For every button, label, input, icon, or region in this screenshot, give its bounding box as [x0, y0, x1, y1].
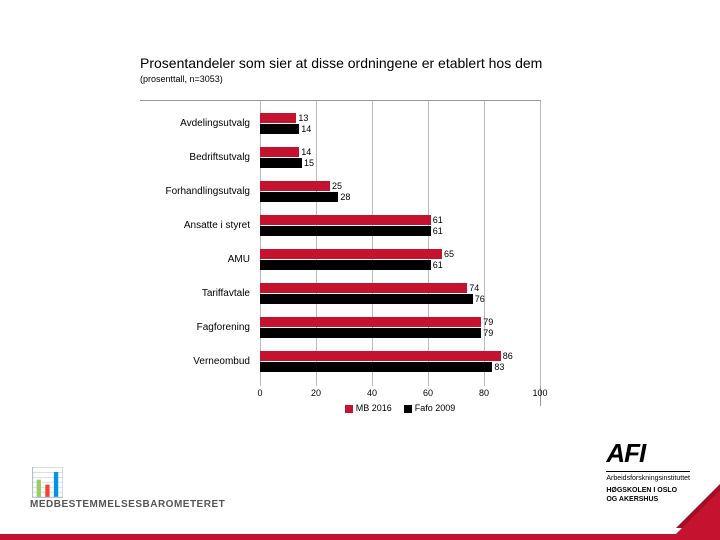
category-row: Tariffavtale7476 [140, 277, 260, 311]
legend-item: MB 2016 [345, 403, 392, 413]
legend-item: Fafo 2009 [404, 403, 456, 413]
bar-value: 61 [433, 226, 443, 236]
bar [260, 328, 481, 338]
x-axis: 020406080100 [260, 388, 540, 402]
bar-value: 28 [340, 192, 350, 202]
legend-swatch [404, 405, 412, 413]
logo-left: 📊 MEDBESTEMMELSESBAROMETERET [30, 466, 200, 510]
category-label: Forhandlingsutvalg [130, 186, 250, 197]
bar [260, 351, 501, 361]
category-label: Tariffavtale [130, 288, 250, 299]
x-tick: 0 [245, 388, 275, 398]
bar [260, 215, 431, 225]
legend-swatch [345, 405, 353, 413]
legend-label: Fafo 2009 [415, 403, 456, 413]
category-row: Ansatte i styret6161 [140, 209, 260, 243]
corner-accent [676, 490, 720, 534]
bar [260, 226, 431, 236]
gridline [372, 101, 373, 386]
x-tick: 100 [525, 388, 555, 398]
category-row: Verneombud8683 [140, 345, 260, 379]
bar-value: 14 [301, 147, 311, 157]
gridline [260, 101, 261, 386]
chart-subtitle: (prosenttall, n=3053) [140, 74, 223, 84]
x-tick: 40 [357, 388, 387, 398]
category-row: Avdelingsutvalg1314 [140, 107, 260, 141]
bar [260, 113, 296, 123]
category-row: Bedriftsutvalg1415 [140, 141, 260, 175]
bar [260, 147, 299, 157]
x-tick: 20 [301, 388, 331, 398]
bar [260, 294, 473, 304]
gridline [316, 101, 317, 386]
gauge-icon: 📊 [30, 467, 62, 498]
logo-left-text: MEDBESTEMMELSESBAROMETERET [30, 499, 200, 510]
bar-value: 83 [494, 362, 504, 372]
legend-label: MB 2016 [356, 403, 392, 413]
category-label: Bedriftsutvalg [130, 152, 250, 163]
category-row: AMU6561 [140, 243, 260, 277]
bar-value: 65 [444, 249, 454, 259]
category-label: Verneombud [130, 356, 250, 367]
bar-value: 79 [483, 328, 493, 338]
afi-mark: AFI [606, 438, 690, 469]
x-tick: 80 [469, 388, 499, 398]
bar-value: 15 [304, 158, 314, 168]
category-row: Fagforening7979 [140, 311, 260, 345]
bar [260, 158, 302, 168]
x-tick: 60 [413, 388, 443, 398]
gridline [428, 101, 429, 386]
category-label: Avdelingsutvalg [130, 118, 250, 129]
footer-stripe [0, 534, 720, 540]
bar-value: 74 [469, 283, 479, 293]
plot-area [260, 101, 540, 386]
bar [260, 249, 442, 259]
bar [260, 124, 299, 134]
bar-value: 79 [483, 317, 493, 327]
bar-value: 61 [433, 215, 443, 225]
bar [260, 181, 330, 191]
bar [260, 260, 431, 270]
bar-value: 13 [298, 113, 308, 123]
gridline [540, 101, 541, 386]
gridline [484, 101, 485, 386]
bar-value: 86 [503, 351, 513, 361]
category-row: Forhandlingsutvalg2528 [140, 175, 260, 209]
chart-area: Avdelingsutvalg1314Bedriftsutvalg1415For… [140, 100, 541, 406]
bar [260, 362, 492, 372]
bar-value: 76 [475, 294, 485, 304]
chart-title: Prosentandeler som sier at disse ordning… [140, 55, 542, 71]
bar-value: 61 [433, 260, 443, 270]
bar [260, 283, 467, 293]
bar [260, 317, 481, 327]
bar [260, 192, 338, 202]
bar-value: 14 [301, 124, 311, 134]
afi-line1: Arbeidsforskningsinstituttet [606, 474, 690, 483]
category-label: Ansatte i styret [130, 220, 250, 231]
bar-value: 25 [332, 181, 342, 191]
category-label: AMU [130, 254, 250, 265]
legend: MB 2016 Fafo 2009 [260, 403, 540, 413]
category-label: Fagforening [130, 322, 250, 333]
